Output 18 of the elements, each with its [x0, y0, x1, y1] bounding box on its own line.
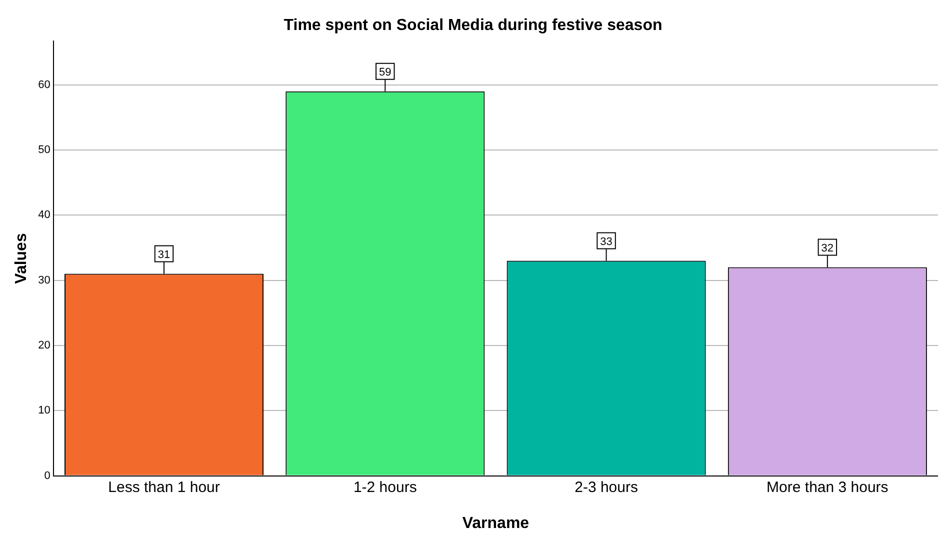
chart-title: Time spent on Social Media during festive season — [284, 17, 662, 34]
x-axis-title: Varname — [462, 514, 530, 532]
data-label: 32 — [821, 242, 834, 254]
data-label: 31 — [158, 248, 170, 261]
x-tick-label: Less than 1 hour — [108, 478, 220, 496]
data-label: 33 — [600, 236, 612, 248]
data-label: 59 — [379, 66, 392, 78]
x-tick-label: More than 3 hours — [766, 478, 888, 496]
y-tick-label: 30 — [38, 274, 50, 286]
y-tick-label: 20 — [38, 340, 50, 352]
y-axis-title: Values — [13, 233, 30, 284]
y-tick-label: 60 — [38, 78, 50, 91]
x-tick-label: 2-3 hours — [574, 478, 638, 496]
y-tick-label: 50 — [38, 144, 50, 156]
y-tick-label: 0 — [44, 470, 50, 482]
y-tick-label: 40 — [38, 209, 50, 222]
y-tick-label: 10 — [38, 404, 50, 417]
x-tick-label: 1-2 hours — [353, 478, 417, 496]
